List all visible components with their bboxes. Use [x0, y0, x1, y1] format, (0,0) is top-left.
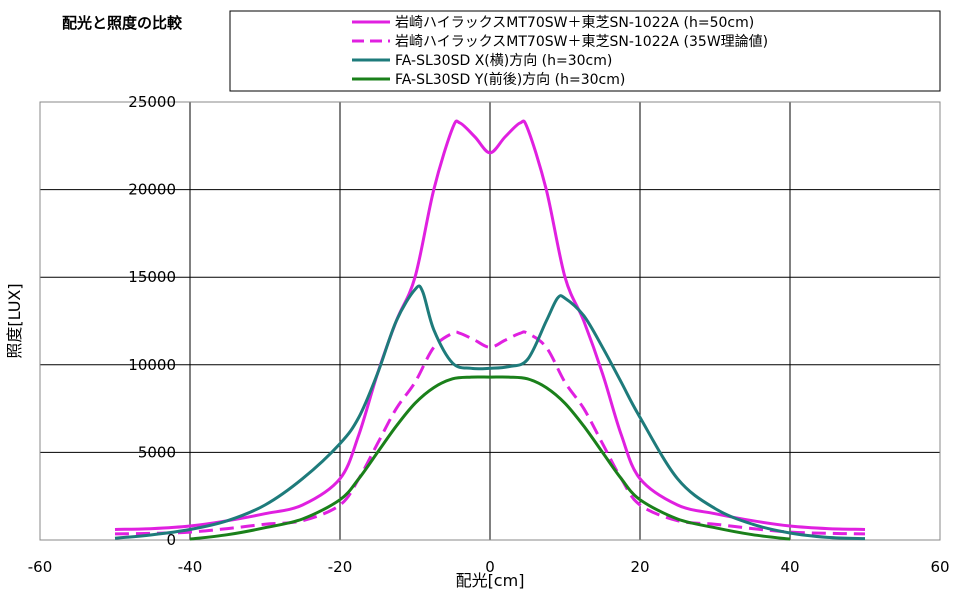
chart-title: 配光と照度の比較: [62, 14, 183, 32]
y-axis-ticks: 0 5000 10000 15000 20000 25000: [128, 93, 176, 549]
series-line-4: [189, 375, 791, 541]
series-line-1: [114, 119, 866, 531]
y-tick-label: 20000: [128, 181, 176, 199]
series-layer: [114, 119, 866, 541]
x-axis-label: 配光[cm]: [456, 571, 525, 590]
legend-label-4: FA-SL30SD Y(前後)方向 (h=30cm): [395, 71, 625, 88]
x-tick-label: -20: [328, 558, 353, 576]
y-axis-label: 照度[LUX]: [5, 283, 24, 358]
x-tick-label: 60: [930, 558, 949, 576]
x-tick-label: -40: [178, 558, 203, 576]
legend-label-1: 岩崎ハイラックスMT70SW＋東芝SN-1022A (h=50cm): [395, 15, 754, 31]
plot-area-frame: [39, 101, 941, 541]
x-axis-ticks: -60 -40 -20 0 20 40 60: [28, 558, 950, 576]
y-tick-label: 25000: [128, 93, 176, 111]
series-line-3: [114, 284, 866, 541]
x-tick-label: 40: [780, 558, 799, 576]
legend-label-3: FA-SL30SD X(横)方向 (h=30cm): [395, 53, 612, 69]
series-line-2: [114, 330, 866, 536]
x-tick-label: 0: [485, 558, 495, 576]
legend: 岩崎ハイラックスMT70SW＋東芝SN-1022A (h=50cm) 岩崎ハイラッ…: [352, 15, 768, 88]
legend-box: [229, 10, 941, 92]
x-tick-label: -60: [28, 558, 53, 576]
x-tick-label: 20: [630, 558, 649, 576]
y-tick-label: 5000: [138, 443, 176, 461]
y-tick-label: 0: [166, 531, 176, 549]
y-tick-label: 15000: [128, 268, 176, 286]
y-tick-label: 10000: [128, 356, 176, 374]
legend-label-2: 岩崎ハイラックスMT70SW＋東芝SN-1022A (35W理論値): [395, 34, 768, 50]
